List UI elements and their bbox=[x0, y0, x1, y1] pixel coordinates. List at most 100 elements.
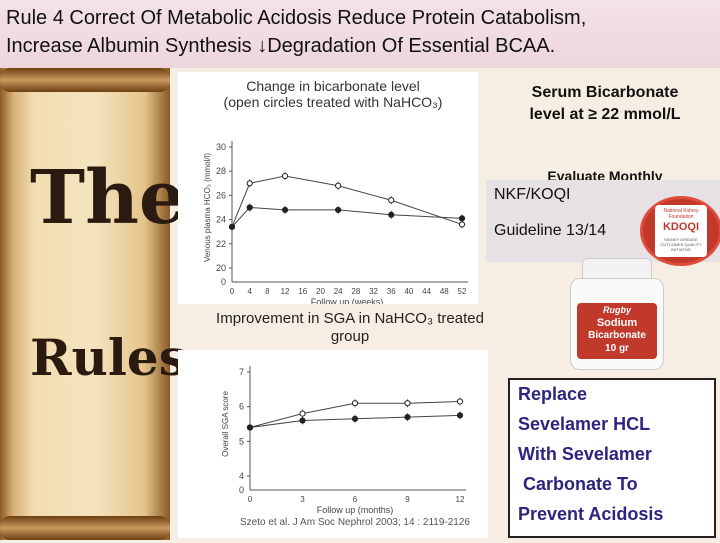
bottle-label: Rugby Sodium Bicarbonate 10 gr bbox=[577, 303, 657, 359]
serum-target: Serum Bicarbonate level at ≥ 22 mmol/L bbox=[500, 82, 710, 126]
chart2-point bbox=[404, 400, 411, 407]
chart2-xlabel: Follow up (months) bbox=[317, 505, 394, 515]
bottle-line2: Bicarbonate bbox=[588, 330, 646, 341]
chart2-ytick-label: 5 bbox=[239, 436, 244, 446]
replace-line-4: Carbonate To bbox=[518, 474, 638, 494]
sga-chart: 7 6 5 4 00 3 6 9 12 Follow up (months) Overall SGA… bbox=[221, 366, 466, 515]
chart1-point bbox=[388, 197, 395, 204]
kdoqi-logo: National Kidney Foundation KDOQI KIDNEY … bbox=[640, 196, 720, 266]
chart1-xtick-label: 24 bbox=[334, 287, 343, 296]
chart1-point bbox=[458, 221, 466, 228]
kdoqi-logo-inner: National Kidney Foundation KDOQI KIDNEY … bbox=[655, 205, 707, 257]
title-line-2: Increase Albumin Synthesis ↓Degradation … bbox=[6, 35, 556, 57]
chart1-title-line2: (open circles treated with NaHCO₃) bbox=[223, 94, 443, 110]
chart2-xtick-label: 9 bbox=[405, 495, 410, 504]
chart1-point bbox=[458, 215, 466, 222]
chart1-ytick-label: 24 bbox=[216, 215, 226, 225]
sga-caption-line2: group bbox=[330, 328, 370, 345]
bottle-brand: Rugby bbox=[603, 305, 631, 315]
logo-sub-text: KIDNEY DISEASE OUTCOMES QUALITY INITIATI… bbox=[660, 237, 702, 252]
chart1-point bbox=[246, 180, 253, 187]
chart1-xtick-label: 52 bbox=[458, 287, 467, 296]
sga-caption-line1: Improvement in SGA in NaHCO₃ treated bbox=[216, 310, 484, 327]
chart1-xtick-label: 28 bbox=[351, 287, 360, 296]
logo-main-text: KDOQI bbox=[662, 221, 700, 233]
chart2-ytick-label: 7 bbox=[239, 367, 244, 377]
chart1-point bbox=[388, 211, 395, 218]
replace-sevelamer-box: Replace Sevelamer HCL With Sevelamer Car… bbox=[508, 378, 716, 538]
chart1-xtick-label: 40 bbox=[404, 287, 413, 296]
scroll-bottom-roll bbox=[0, 516, 170, 540]
chart1-xtick-label: 36 bbox=[387, 287, 396, 296]
chart2-xtick-label: 12 bbox=[456, 495, 465, 504]
chart1-point bbox=[335, 182, 342, 189]
replace-line-2: Sevelamer HCL bbox=[518, 414, 651, 434]
chart1-xtick-label: 0 bbox=[230, 287, 235, 296]
title-bar bbox=[0, 0, 720, 68]
chart2-xtick-label: 3 bbox=[300, 495, 305, 504]
chart1-ytick-label: 26 bbox=[216, 190, 226, 200]
chart2-point bbox=[246, 424, 254, 431]
chart1-ytick-label: 20 bbox=[216, 263, 226, 273]
bicarbonate-chart-panel: Change in bicarbonate level (open circle… bbox=[178, 72, 478, 307]
chart1-xtick-label: 8 bbox=[265, 287, 270, 296]
rules-word-the: The bbox=[30, 155, 186, 241]
bottle-line1: Sodium bbox=[596, 317, 638, 329]
logo-top-text: National Kidney Foundation bbox=[663, 208, 699, 220]
chart1-xtick-label: 48 bbox=[440, 287, 449, 296]
chart1-title-line1: Change in bicarbonate level bbox=[246, 78, 420, 94]
chart2-point bbox=[456, 398, 464, 405]
sodium-bicarbonate-bottle: Rugby Sodium Bicarbonate 10 gr bbox=[566, 258, 666, 370]
replace-line-3: With Sevelamer bbox=[518, 444, 652, 464]
replace-line-1: Replace bbox=[518, 384, 588, 404]
scroll-top-roll bbox=[0, 68, 170, 92]
sga-chart-panel: 7 6 5 4 0 0 3 6 9 12 Follow up (months) Overall SGA… bbox=[178, 350, 488, 538]
title-line-1: Rule 4 Correct Of Metabolic Acidosis Red… bbox=[6, 7, 587, 29]
chart1-point bbox=[228, 223, 236, 230]
serum-line2: level at ≥ 22 mmol/L bbox=[529, 106, 681, 123]
chart2-ytick-label: 6 bbox=[239, 402, 244, 412]
chart1-point bbox=[281, 206, 289, 214]
parchment-scroll: The Rules bbox=[0, 68, 187, 540]
chart1-title: Change in bicarbonate level (open circle… bbox=[198, 78, 468, 110]
chart1-xtick-label: 44 bbox=[422, 287, 431, 296]
chart1-xlabel: Follow up (weeks) bbox=[311, 297, 384, 304]
serum-box bbox=[486, 72, 720, 182]
guideline-label: Guideline 13/14 bbox=[494, 222, 607, 239]
rules-word-rules: Rules bbox=[30, 328, 187, 387]
chart1-xtick-label: 16 bbox=[298, 287, 307, 296]
chart1-ytick-label: 22 bbox=[216, 239, 226, 249]
chart2-point bbox=[299, 410, 306, 417]
chart1-ylabel: Venous plasma HCO₃ (mmol/l) bbox=[203, 153, 212, 262]
chart2-point bbox=[404, 413, 411, 421]
chart2-ytick-label: 4 bbox=[239, 471, 244, 481]
chart1-xtick-label: 32 bbox=[369, 287, 378, 296]
chart2-ylabel: Overall SGA score bbox=[221, 391, 230, 457]
chart2-xtick-label: 0 bbox=[248, 495, 253, 504]
chart2-point bbox=[351, 400, 359, 407]
chart2-point bbox=[351, 415, 359, 422]
slide-title: Rule 4 Correct Of Metabolic Acidosis Red… bbox=[6, 4, 714, 60]
chart1-ytick-label: 30 bbox=[216, 142, 226, 152]
citation: Szeto et al. J Am Soc Nephrol 2003; 14 :… bbox=[240, 517, 470, 528]
chart1-series-line bbox=[231, 175, 463, 228]
evaluate-monthly: Evaluate Monthly bbox=[547, 168, 663, 180]
chart1-ytick-label: 0 bbox=[221, 277, 226, 287]
sga-caption: Improvement in SGA in NaHCO₃ treated gro… bbox=[170, 310, 530, 346]
chart1-point bbox=[281, 172, 289, 180]
chart1-point bbox=[246, 204, 253, 211]
chart1-xtick-label: 12 bbox=[281, 287, 290, 296]
replace-line-5: Prevent Acidosis bbox=[518, 504, 664, 524]
chart2-xtick-label: 6 bbox=[353, 495, 358, 504]
bottle-line3: 10 gr bbox=[605, 343, 629, 354]
chart1-xtick-label: 20 bbox=[316, 287, 325, 296]
chart2-ytick-label: 0 bbox=[239, 485, 244, 495]
chart1-point bbox=[335, 206, 342, 214]
chart1-xtick-label: 4 bbox=[247, 287, 252, 296]
chart2-point bbox=[299, 417, 306, 424]
chart2-point bbox=[456, 412, 464, 419]
serum-line1: Serum Bicarbonate bbox=[531, 84, 679, 101]
chart1-series-line bbox=[231, 206, 463, 228]
nkf-label: NKF/KOQI bbox=[494, 186, 571, 203]
